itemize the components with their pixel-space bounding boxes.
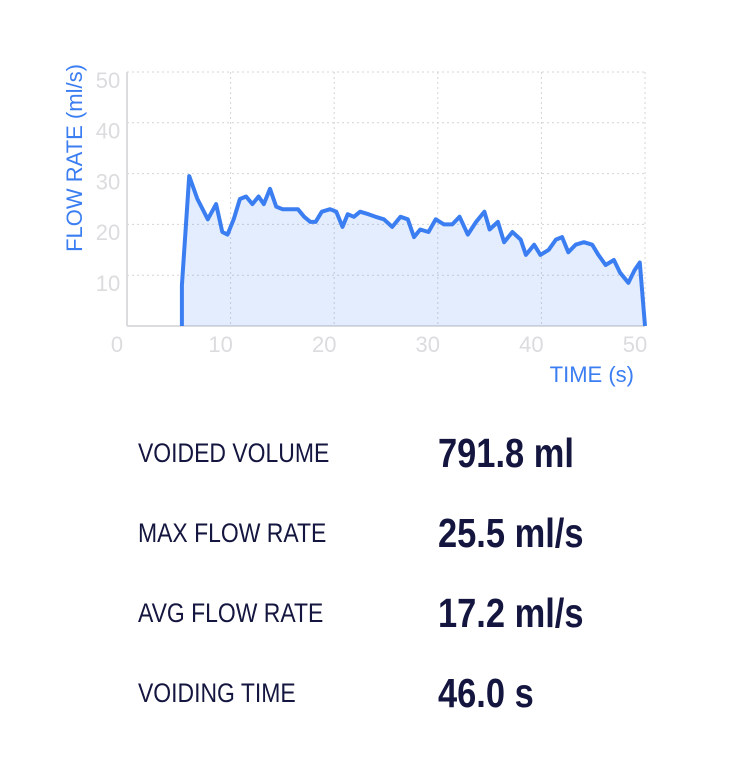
x-tick-label: 40 [519,332,543,357]
stat-value: 25.5 ml/s [438,510,584,556]
stat-label: VOIDED VOLUME [138,438,330,468]
stat-label: AVG FLOW RATE [138,598,324,628]
stat-row: AVG FLOW RATE 17.2 ml/s [138,590,718,640]
stat-row: VOIDED VOLUME 791.8 ml [138,430,718,480]
x-tick-label: 50 [623,332,647,357]
x-tick-label: 30 [416,332,440,357]
area [181,176,645,326]
y-tick-label: 10 [96,271,120,296]
stat-row: MAX FLOW RATE 25.5 ml/s [138,510,718,560]
x-tick-label: 20 [312,332,336,357]
line [179,174,647,327]
stat-value: 17.2 ml/s [438,590,584,636]
chart: TIME (s) FLOW RATE (ml/s) 10 20 30 40 50 0 10 2… [62,64,647,387]
stat-row: VOIDING TIME 46.0 s [138,670,718,720]
x-axis-title: TIME (s) [550,362,634,387]
stat-label: MAX FLOW RATE [138,518,327,548]
y-tick-label: 50 [96,68,120,93]
x-tick-label: 10 [208,332,232,357]
y-tick-label: 20 [96,220,120,245]
stat-value: 791.8 ml [438,430,574,476]
y-tick-label: 40 [96,119,120,144]
stat-label: VOIDING TIME [138,678,296,708]
y-tick-label: 30 [96,169,120,194]
x-tick-label: 0 [111,332,123,357]
y-axis-title: FLOW RATE (ml/s) [62,64,87,252]
stat-value: 46.0 s [438,670,534,716]
